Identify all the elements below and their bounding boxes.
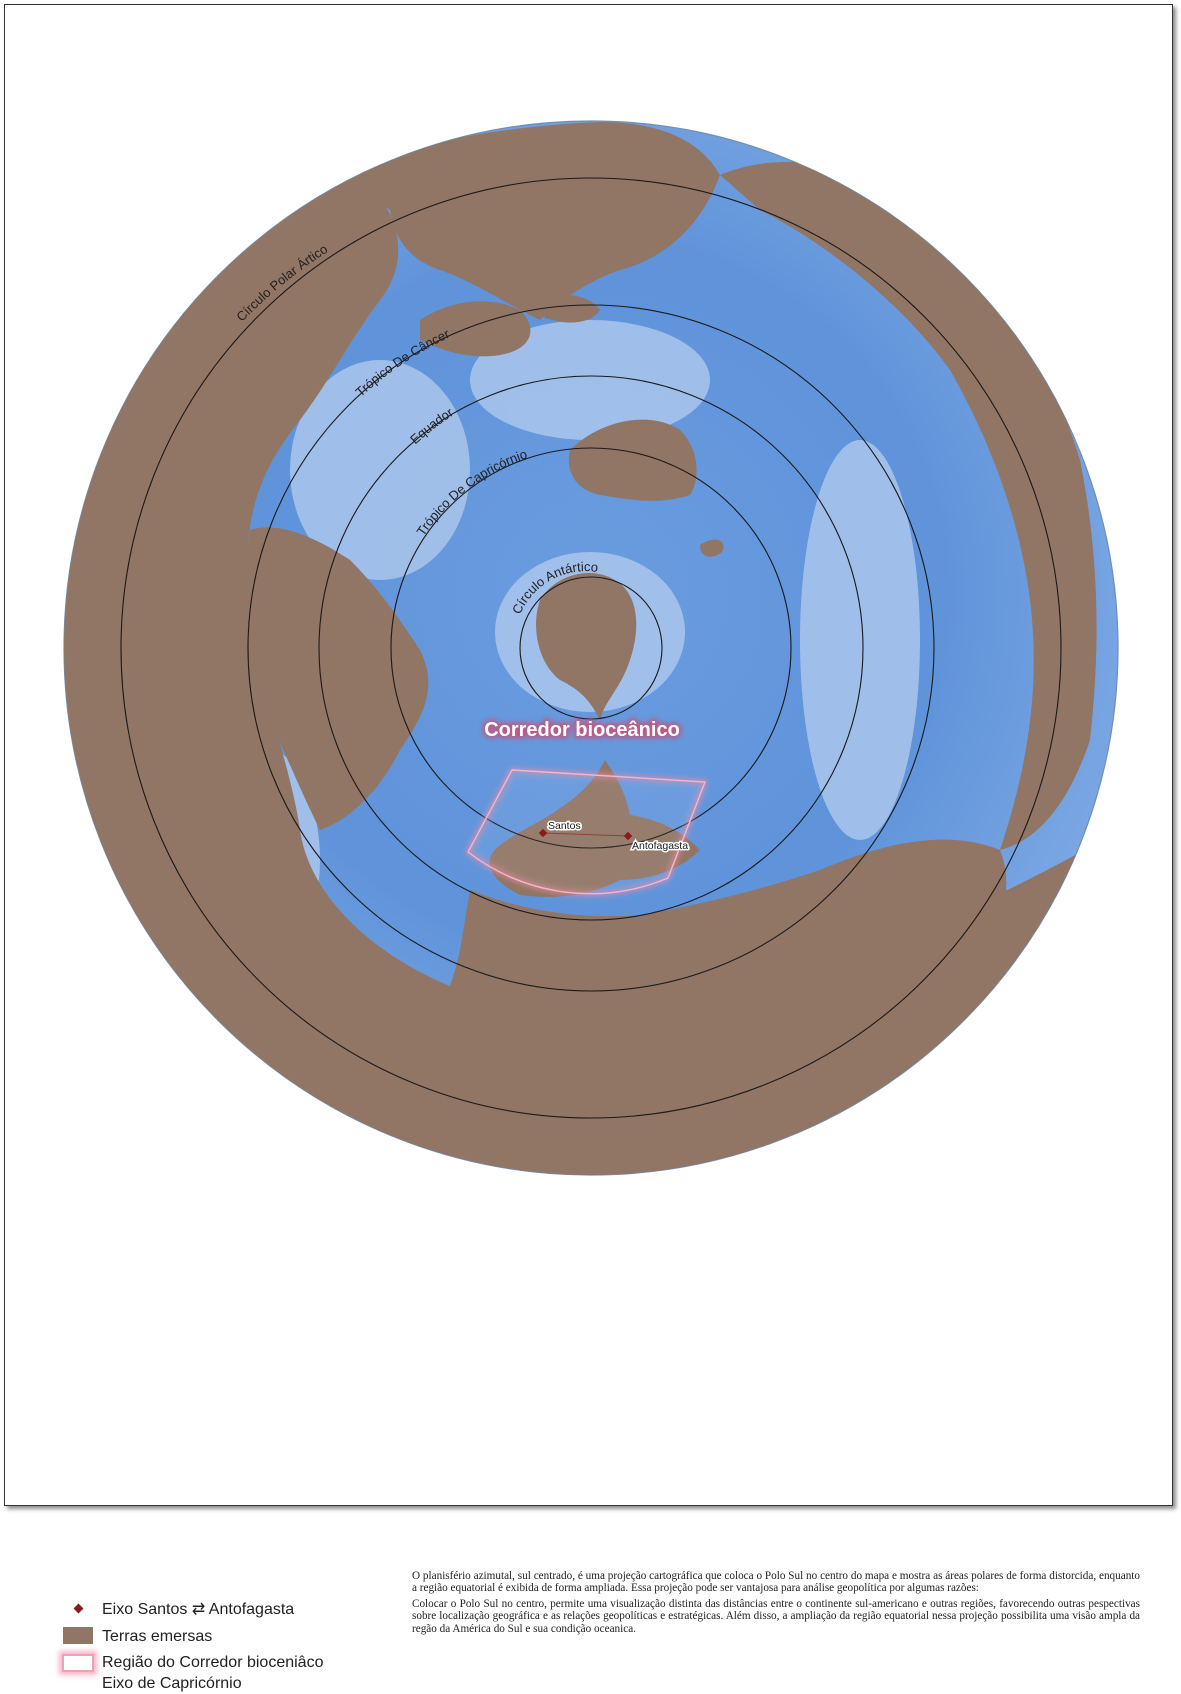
corridor-title: Corredor bioceânico Corredor bioceânico bbox=[482, 717, 683, 744]
axis-points: Santos Antofagasta bbox=[538, 819, 690, 854]
svg-text:Corredor bioceânico: Corredor bioceânico bbox=[484, 719, 680, 741]
azimuthal-map: Círculo Polar Ártico Trópico De Câncer E… bbox=[63, 120, 1119, 1176]
corridor-region bbox=[465, 767, 708, 896]
land-new-zealand bbox=[700, 539, 724, 557]
land-outer-north bbox=[330, 122, 720, 320]
diamond-marker-icon bbox=[73, 1603, 83, 1614]
description-paragraph-1: O planisfério azimutal, sul centrado, é … bbox=[412, 1570, 1140, 1595]
legend-corridor: Região do Corredor bioceniâco Eixo de Ca… bbox=[62, 1652, 323, 1694]
land-antarctica bbox=[536, 572, 637, 720]
legend-land: Terras emersas bbox=[62, 1626, 212, 1647]
legend-corridor-label-1: Região do Corredor bioceniâco bbox=[102, 1654, 324, 1671]
circle-equador bbox=[318, 375, 864, 921]
land-outer-east bbox=[720, 161, 1097, 851]
land-africa bbox=[244, 527, 429, 830]
land-swatch-icon bbox=[63, 1627, 93, 1644]
land-se-asia bbox=[420, 294, 600, 357]
circle-tropico-cancer bbox=[247, 304, 935, 992]
description: O planisfério azimutal, sul centrado, é … bbox=[412, 1570, 1140, 1638]
point-santos-marker bbox=[538, 828, 548, 838]
point-santos-label: Santos bbox=[548, 820, 581, 832]
page-frame bbox=[4, 4, 1173, 1506]
circle-antartico bbox=[519, 576, 663, 720]
legend-corridor-label-2: Eixo de Capricórnio bbox=[102, 1675, 242, 1692]
corridor-swatch-icon bbox=[62, 1654, 94, 1672]
description-paragraph-2: Colocar o Polo Sul no centro, permite um… bbox=[412, 1597, 1140, 1635]
svg-text:Corredor bioceânico: Corredor bioceânico bbox=[484, 719, 680, 741]
land-australia bbox=[568, 419, 697, 501]
circle-polar-artico bbox=[120, 177, 1062, 1119]
legend-axis: Eixo Santos ⇄ Antofagasta bbox=[62, 1599, 294, 1620]
point-antofagasta-marker bbox=[623, 831, 633, 841]
point-antofagasta-label: Antofagasta bbox=[632, 840, 688, 852]
land-outer-west bbox=[64, 170, 1118, 1175]
legend-land-label: Terras emersas bbox=[102, 1628, 213, 1645]
legend-axis-label: Eixo Santos ⇄ Antofagasta bbox=[102, 1601, 295, 1618]
